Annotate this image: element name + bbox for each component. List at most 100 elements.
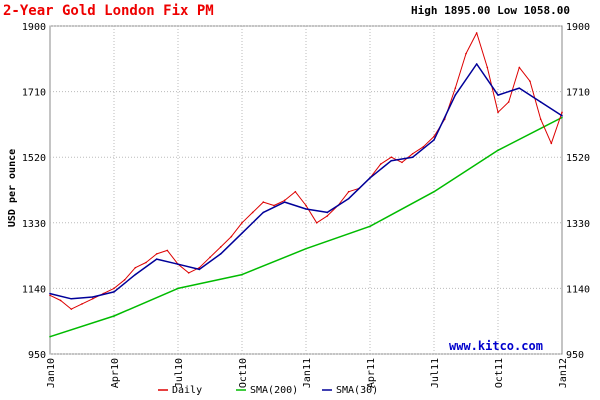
data-point-daily (283, 199, 286, 202)
data-point-sma-30 (454, 94, 457, 96)
data-point-daily (497, 111, 499, 114)
y-tick-label-right: 1900 (566, 22, 590, 33)
data-point-daily (518, 66, 521, 69)
data-point-daily (145, 261, 147, 264)
data-point-daily (209, 256, 211, 259)
data-point-sma-30 (326, 211, 329, 214)
data-point-daily (113, 287, 115, 290)
y-tick-label-right: 950 (566, 350, 584, 361)
data-point-sma-30 (347, 197, 350, 200)
data-point-sma-200 (177, 287, 179, 290)
x-tick-label: Apr10 (110, 358, 121, 388)
data-point-daily (390, 156, 393, 158)
x-tick-label: Oct11 (494, 358, 505, 388)
data-point-daily (422, 146, 425, 148)
data-point-sma-30 (539, 101, 542, 103)
data-point-daily (70, 308, 73, 310)
data-point-sma-200 (113, 315, 115, 317)
data-point-daily (550, 142, 553, 145)
data-point-daily (315, 222, 318, 224)
data-point-daily (411, 152, 414, 155)
data-point-sma-30 (70, 297, 73, 300)
data-point-sma-200 (49, 335, 51, 338)
data-point-sma-30 (262, 211, 265, 214)
data-point-sma-30 (241, 232, 243, 234)
data-point-sma-30 (518, 87, 521, 89)
y-tick-label-left: 1900 (22, 22, 46, 33)
x-tick-label: Jul11 (430, 358, 441, 388)
data-point-daily (294, 190, 297, 193)
data-point-daily (134, 266, 137, 269)
data-point-daily (475, 32, 478, 34)
data-point-daily (273, 204, 275, 207)
data-point-sma-200 (561, 116, 563, 119)
data-point-sma-30 (283, 201, 286, 203)
data-point-sma-200 (497, 149, 499, 152)
y-tick-label-left: 950 (28, 350, 46, 361)
y-tick-label-left: 1330 (22, 219, 46, 230)
data-point-daily (326, 215, 329, 217)
y-tick-label-right: 1710 (566, 88, 590, 99)
data-point-daily (198, 266, 201, 269)
data-point-sma-30 (198, 268, 201, 271)
y-tick-label-left: 1710 (22, 88, 46, 99)
data-point-daily (486, 66, 489, 69)
data-point-daily (187, 272, 190, 274)
y-axis-label: USD per ounce (7, 149, 18, 227)
data-point-sma-30 (433, 139, 435, 141)
data-point-daily (49, 294, 51, 297)
data-point-sma-200 (305, 247, 307, 250)
legend-label: SMA(200) (250, 385, 298, 396)
data-point-sma-30 (497, 94, 499, 96)
data-point-daily (401, 161, 403, 164)
data-point-daily (561, 111, 563, 114)
data-point-daily (81, 303, 83, 305)
data-point-daily (123, 278, 126, 281)
data-point-sma-30 (155, 258, 158, 260)
x-tick-label: Jan10 (46, 358, 57, 388)
y-tick-label-left: 1140 (22, 284, 46, 295)
data-point-sma-200 (369, 225, 371, 228)
data-point-sma-30 (475, 63, 478, 65)
data-point-sma-200 (433, 190, 435, 193)
data-point-daily (251, 211, 254, 214)
y-tick-label-right: 1330 (566, 219, 590, 230)
data-point-sma-30 (219, 253, 222, 255)
data-point-daily (155, 253, 158, 255)
legend-label: Daily (172, 385, 202, 396)
data-point-sma-30 (91, 296, 94, 298)
data-point-daily (305, 204, 307, 207)
data-point-sma-200 (241, 273, 243, 276)
y-tick-label-left: 1520 (22, 153, 46, 164)
data-point-daily (539, 118, 542, 121)
data-point-daily (507, 101, 510, 103)
data-point-daily (433, 135, 435, 138)
data-point-sma-30 (113, 291, 115, 293)
data-point-daily (219, 246, 222, 248)
data-point-daily (262, 201, 265, 203)
data-point-sma-30 (49, 292, 51, 295)
data-point-daily (59, 299, 62, 302)
x-tick-label: Jul10 (174, 358, 185, 388)
x-tick-label: Oct10 (238, 358, 249, 388)
x-tick-label: Jan11 (302, 358, 313, 388)
data-point-daily (347, 190, 350, 193)
data-point-daily (465, 52, 467, 55)
data-point-sma-30 (134, 273, 137, 276)
high-low-text: High 1895.00 Low 1058.00 (411, 4, 570, 17)
data-point-sma-30 (369, 177, 371, 179)
data-point-daily (529, 80, 531, 83)
data-point-daily (241, 222, 243, 224)
chart-title: 2-Year Gold London Fix PM (3, 3, 214, 19)
y-tick-label-right: 1140 (566, 284, 590, 295)
watermark: www.kitco.com (449, 339, 543, 353)
data-point-sma-30 (305, 208, 307, 210)
data-point-sma-30 (177, 263, 179, 266)
data-point-sma-30 (390, 159, 393, 162)
y-tick-label-right: 1520 (566, 153, 590, 164)
legend-label: SMA(30) (336, 385, 378, 396)
data-point-daily (379, 163, 382, 165)
data-point-sma-30 (411, 156, 414, 158)
